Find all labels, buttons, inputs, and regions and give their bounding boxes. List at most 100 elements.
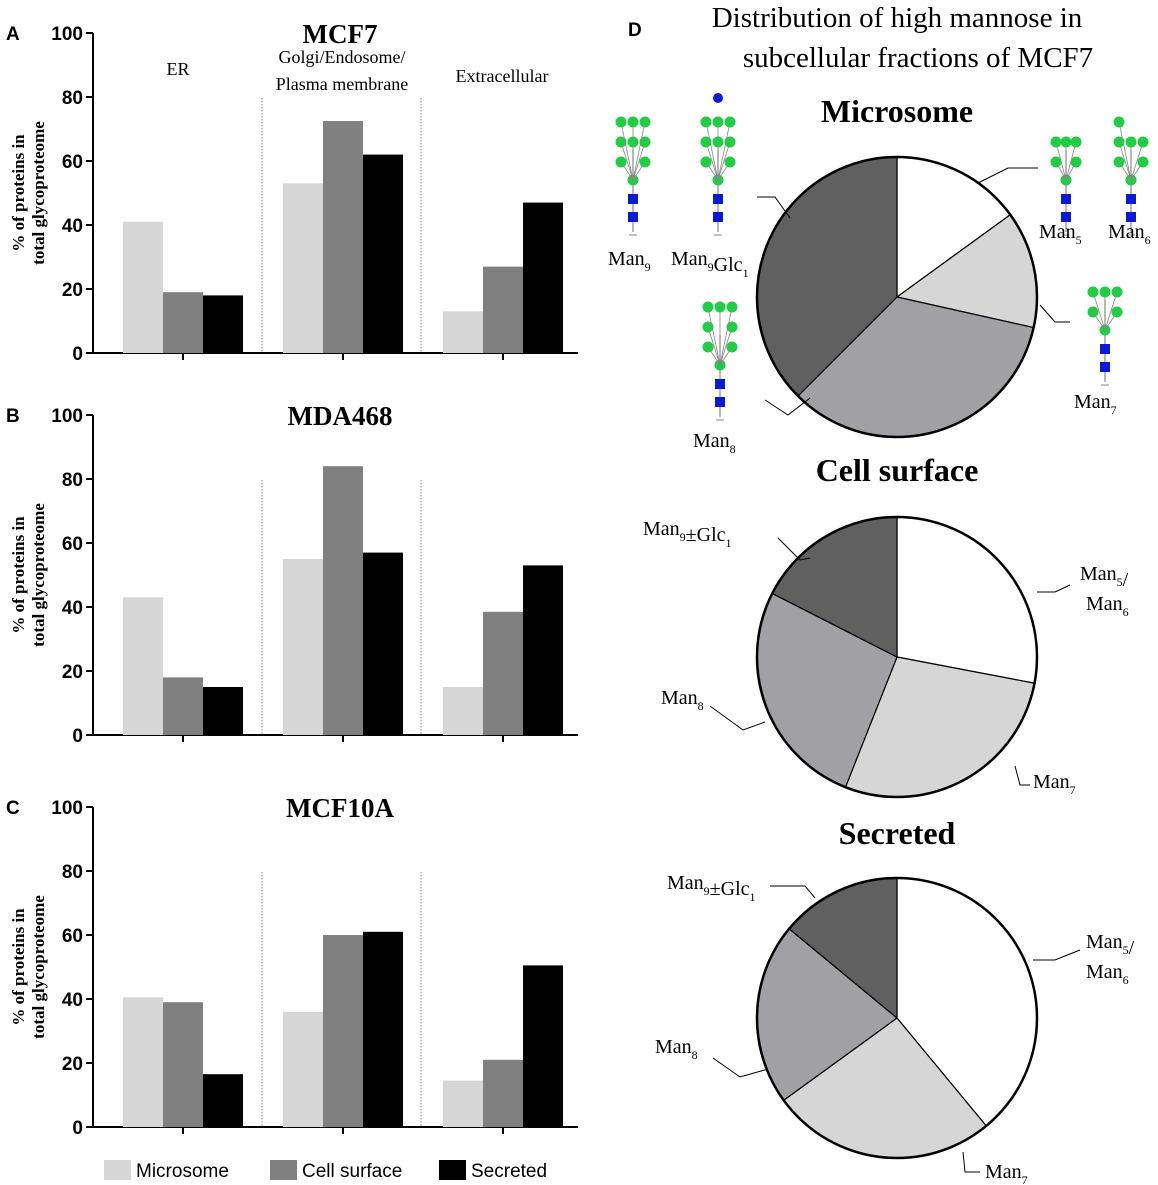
bar-microsome-2 [283, 183, 323, 353]
bar-microsome-1 [123, 997, 163, 1127]
bar-microsome-1 [123, 597, 163, 735]
bar-secreted-3 [523, 565, 563, 735]
label-man5-subscript: 5 [1123, 943, 1129, 957]
y-axis-label-line2: total glycoproteome [29, 895, 48, 1039]
glycan-bond [707, 326, 721, 366]
y-axis-label-line1: % of proteins in [9, 516, 28, 634]
label-man8: Man8 [661, 687, 704, 713]
glycan-mannose [1050, 156, 1062, 168]
pie-outline [755, 876, 1039, 1160]
glycan-mannose [1070, 136, 1082, 148]
glycan-bond [620, 121, 634, 181]
glycan-mannose [702, 341, 714, 353]
glycan-bond [1092, 291, 1106, 331]
legend-swatch-1 [104, 1160, 131, 1180]
glycan-bond [1118, 121, 1132, 181]
glycan-bond [1055, 141, 1067, 181]
glycan-mannose [1070, 156, 1082, 168]
label-man6-base: Man [1086, 593, 1123, 615]
y-tick-label: 60 [62, 152, 83, 173]
glycan-bond [705, 121, 719, 181]
glycan-mannose [724, 156, 736, 168]
label-man8-base: Man [693, 430, 730, 452]
label-man9-glc1-base: ±Glc [710, 878, 750, 900]
glycan-bond [1104, 291, 1118, 331]
glycan-mannose [714, 301, 726, 313]
y-axis-label-line1: % of proteins in [9, 134, 28, 252]
bar-cell-surface-3 [483, 266, 523, 353]
bar-cell-surface-2 [323, 466, 363, 735]
bar-cell-surface-1 [163, 1002, 203, 1127]
glycan-glcnac [1061, 194, 1071, 204]
leader-line [764, 397, 811, 416]
label-man9-glc1-subscript: 9 [704, 884, 710, 898]
leader-line [1037, 584, 1071, 593]
chart-title: MCF7 [303, 19, 378, 49]
y-tick-label: 0 [72, 344, 83, 365]
label-man9glc1-subscript: 1 [743, 266, 749, 280]
glycan-mannose [1113, 156, 1125, 168]
leader-line [777, 537, 811, 561]
label-man5-base: Man [1039, 221, 1076, 243]
bar-secreted-2 [363, 154, 403, 353]
glycan-mannose [627, 116, 639, 128]
y-tick-label: 0 [72, 1118, 83, 1139]
label-man6-base: Man [1086, 961, 1123, 983]
leader-line [977, 167, 1038, 184]
label-man6-subscript: 6 [1123, 973, 1129, 987]
label-man5-subscript: 5 [1076, 233, 1082, 247]
label-man9-glc1: Man9±Glc1 [643, 518, 732, 550]
glycan-mannose [1113, 116, 1125, 128]
pie-section-title-line1: Distribution of high mannose in [712, 2, 1083, 34]
chart-title: MDA468 [288, 401, 393, 431]
label-man7: Man7 [1074, 391, 1117, 417]
pie-slice-1 [896, 516, 1038, 684]
glycan-bond [632, 141, 646, 181]
glycan-mannose [1099, 286, 1111, 298]
y-tick-label: 100 [51, 406, 83, 427]
label-man9glc1-base: Man [671, 248, 708, 270]
y-tick-label: 80 [62, 88, 83, 109]
glycan-bond [1130, 141, 1144, 181]
glycan-glcnac [628, 194, 638, 204]
label-man9-base: Man [608, 248, 645, 270]
glycan-glcnac [713, 194, 723, 204]
y-tick-label: 80 [62, 470, 83, 491]
label-man7-subscript: 7 [1022, 1173, 1028, 1185]
glycan-glucose [713, 93, 723, 103]
label-man9-glc1-subscript: 1 [750, 890, 756, 904]
pie-section-title-line2: subcellular fractions of MCF7 [743, 42, 1093, 74]
glycan-glcnac [715, 397, 725, 407]
label-man9-glc1-subscript: 9 [680, 530, 686, 544]
glycan-mannose [702, 301, 714, 313]
label-man8-subscript: 8 [730, 442, 736, 456]
label-man5-base: / [1129, 937, 1135, 959]
leader-line [757, 196, 791, 219]
glycan-bond [1118, 141, 1132, 181]
leader-line [1039, 304, 1070, 323]
panel-letter-D: D [628, 20, 642, 41]
y-tick-label: 20 [62, 1054, 83, 1075]
glycan-glcnac [1100, 362, 1110, 372]
glycan-mannose [1111, 286, 1123, 298]
label-man6-subscript: 6 [1145, 233, 1151, 247]
group-label-2: Plasma membrane [276, 74, 408, 94]
glycan-mannose [700, 136, 712, 148]
glycan-glcnac [628, 212, 638, 222]
y-tick-label: 60 [62, 926, 83, 947]
bar-microsome-2 [283, 559, 323, 735]
glycan-mannose [1087, 286, 1099, 298]
bar-panel-C: C MCF10A % of proteins in total glycoproteo… [6, 793, 578, 1139]
glycan-bond [620, 141, 634, 181]
label-man7-base: Man [1033, 771, 1070, 793]
man8-glycan-icon [702, 301, 738, 421]
glycan-mannose [615, 136, 627, 148]
glycan-mannose [1111, 306, 1123, 318]
glycan-mannose [627, 136, 639, 148]
glycan-mannose [726, 321, 738, 333]
leader-line [712, 1057, 769, 1078]
label-man9glc1: Man9Glc1 [671, 248, 749, 280]
bar-cell-surface-3 [483, 611, 523, 735]
label-man9-subscript: 9 [645, 260, 651, 274]
label-man6-subscript: 6 [1123, 605, 1129, 619]
